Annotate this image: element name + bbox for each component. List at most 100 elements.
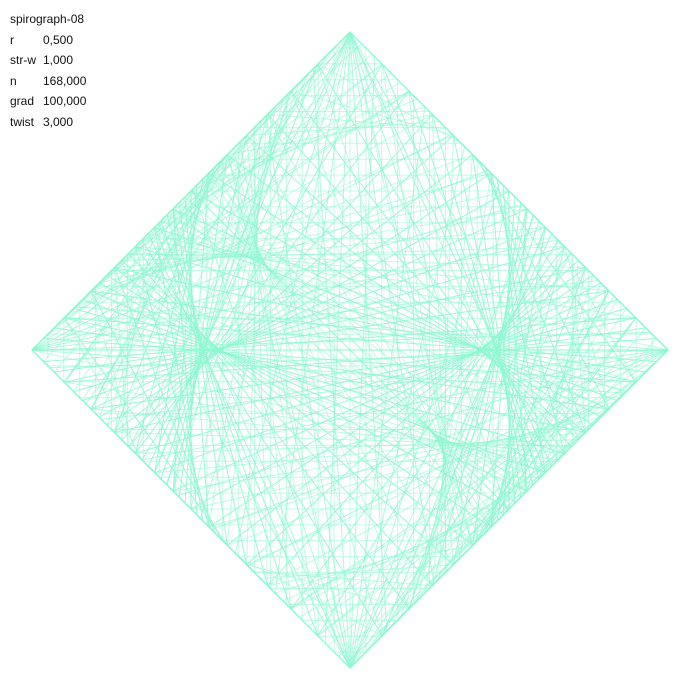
spirograph-stroke — [317, 63, 461, 143]
spirograph-stroke — [172, 184, 198, 492]
spirograph-stroke — [349, 181, 501, 669]
spirograph-stroke — [381, 226, 546, 637]
spirograph-stroke — [63, 381, 559, 461]
spirograph-stroke — [211, 349, 669, 531]
spirograph-stroke — [208, 172, 504, 516]
spirograph-stroke — [349, 31, 553, 467]
spirograph-stroke — [128, 31, 351, 448]
spirograph-stroke — [312, 68, 351, 669]
param-value: 168,000 — [43, 73, 87, 88]
param-key: twist — [10, 114, 34, 129]
spirograph-stroke — [496, 178, 546, 474]
spirograph-stroke — [208, 106, 276, 528]
spirograph-stroke — [227, 153, 351, 669]
spirograph-stroke — [31, 35, 355, 351]
spirograph-stroke — [63, 317, 658, 362]
spirograph-stroke — [544, 267, 587, 474]
param-value: 0,500 — [43, 32, 74, 47]
spirograph-stroke — [31, 239, 559, 351]
spirograph-stroke — [190, 190, 602, 418]
spirograph-stroke — [289, 349, 669, 609]
parameter-table: r 0,500 str-w 1,000 n 168,000 grad 100,0… — [10, 30, 86, 133]
spirograph-stroke — [349, 295, 615, 669]
spirograph-stroke — [349, 252, 572, 669]
spirograph-stroke — [190, 98, 284, 510]
spirograph-stroke — [400, 226, 546, 618]
spirograph-stroke — [239, 557, 383, 637]
spirograph-stroke — [317, 63, 474, 546]
spirograph-stroke — [416, 190, 510, 602]
diamond-outline — [31, 31, 669, 669]
spirograph-stroke — [349, 31, 435, 585]
spirograph-stroke — [113, 267, 534, 486]
spirograph-stroke — [100, 349, 669, 420]
spirograph-stroke — [31, 280, 600, 351]
spirograph-stroke — [349, 56, 376, 669]
spirograph-stroke — [226, 113, 269, 546]
param-row-grad: grad 100,000 — [10, 91, 86, 112]
spirograph-stroke — [338, 381, 637, 658]
spirograph-stroke — [431, 154, 474, 587]
param-key: str-w — [10, 53, 36, 67]
spirograph-stroke — [147, 233, 351, 669]
param-value: 3,000 — [43, 114, 74, 129]
spirograph-stroke — [31, 349, 553, 467]
spirograph-stroke — [113, 226, 156, 433]
spirograph-stroke — [472, 154, 522, 498]
spirograph-stroke — [349, 31, 473, 547]
spirograph-stroke — [349, 31, 388, 632]
spirograph-stroke — [74, 306, 669, 351]
spirograph-stroke — [82, 154, 228, 402]
spirograph-stroke — [154, 226, 319, 637]
spirograph-stroke — [290, 90, 480, 540]
param-value: 1,000 — [43, 53, 74, 67]
spirograph-stroke — [31, 203, 523, 351]
param-key: grad — [10, 94, 35, 108]
param-row-twist: twist 3,000 — [10, 112, 86, 133]
param-key: r — [10, 32, 14, 47]
spirograph-stroke — [31, 331, 651, 351]
spirograph-stroke — [49, 349, 669, 369]
spirograph-stroke — [121, 246, 566, 261]
spirograph-stroke — [226, 400, 618, 546]
spirograph-stroke — [502, 208, 528, 516]
spirograph-stroke — [31, 169, 489, 351]
spirograph-stroke — [199, 31, 351, 519]
spirograph-stroke — [98, 282, 510, 510]
sketch-title: spirograph-08 — [10, 12, 85, 26]
spirograph-stroke — [557, 239, 637, 383]
spirograph-stroke — [490, 196, 516, 528]
spirograph-stroke — [134, 439, 579, 454]
spirograph-stroke — [381, 63, 546, 474]
spirograph-stroke — [177, 349, 669, 497]
spirograph-stroke — [472, 298, 618, 546]
spirograph-stroke — [178, 202, 228, 546]
spirograph-stroke — [85, 31, 351, 405]
param-key: n — [10, 73, 17, 88]
spirograph-stroke — [349, 215, 535, 669]
param-row-str-w: str-w 1,000 — [10, 50, 86, 71]
spirograph-stroke — [154, 226, 522, 498]
param-value: 100,000 — [43, 94, 87, 108]
spirograph-stroke — [73, 134, 248, 393]
spirograph-stroke — [134, 246, 410, 610]
spirograph-stroke — [345, 349, 669, 665]
param-row-r: r 0,500 — [10, 30, 86, 51]
spirograph-stroke — [381, 63, 461, 559]
spirograph-stroke — [120, 260, 351, 669]
spirograph-stroke — [134, 172, 210, 454]
spirograph-stroke — [63, 42, 362, 319]
spirograph-stroke — [31, 349, 626, 394]
spirograph-stroke — [246, 391, 627, 566]
spirograph-stroke — [141, 349, 669, 461]
spirograph-stroke — [265, 115, 351, 669]
spirograph-stroke — [324, 31, 351, 644]
spirograph-stroke — [349, 31, 580, 440]
spirograph-stroke — [82, 154, 474, 300]
spirograph-stroke — [424, 172, 492, 594]
spirograph-stroke — [165, 31, 351, 485]
spirograph-stroke — [490, 246, 566, 528]
spirograph-stroke — [113, 166, 216, 433]
